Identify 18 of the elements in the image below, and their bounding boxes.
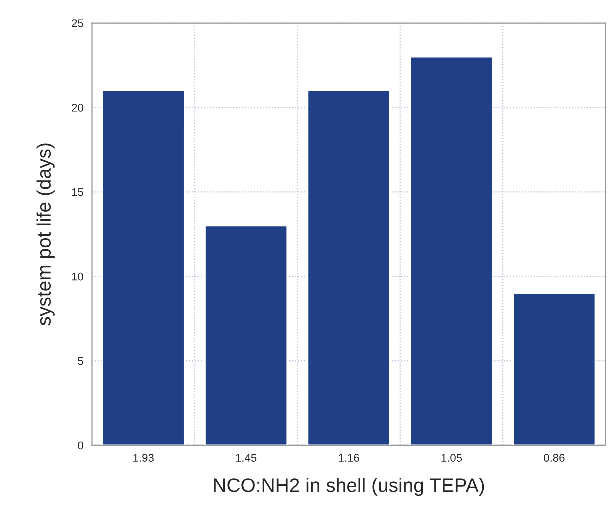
y-axis-title: system pot life (days) [36,144,55,326]
y-tick-label: 25 [72,20,84,28]
bar [102,90,186,446]
y-tick-label: 10 [72,272,84,281]
x-tick-label: 1.93 [134,454,154,462]
bar [204,225,288,446]
y-tick-label: 0 [78,442,84,450]
x-tick-label: 0.86 [544,454,565,462]
bar [307,90,391,446]
x-axis-title: NCO:NH2 in shell (using TEPA) [214,478,484,496]
bar [410,56,494,446]
y-tick-label: 5 [78,357,84,366]
x-tick-label: 1.16 [339,454,360,462]
y-tick-label: 20 [72,104,84,112]
bar [512,292,596,446]
x-tick-label: 1.05 [442,454,462,462]
y-tick-label: 15 [72,188,84,196]
x-tick-label: 1.45 [236,454,257,462]
